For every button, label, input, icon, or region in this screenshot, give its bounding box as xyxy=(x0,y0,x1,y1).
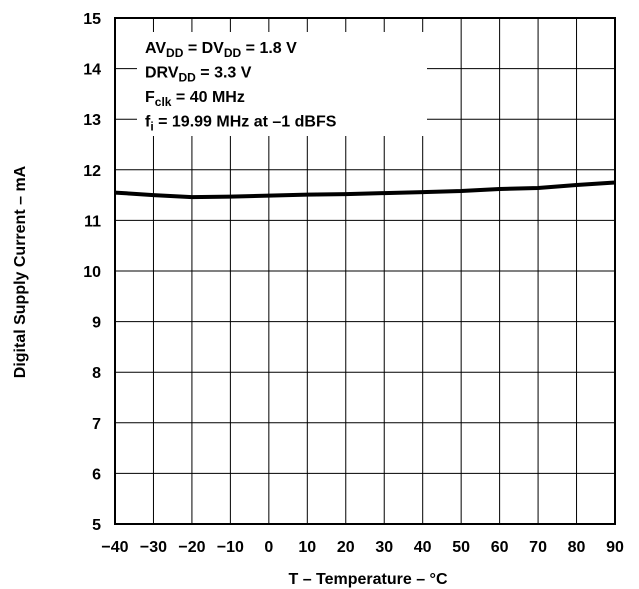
supply-current-line xyxy=(114,180,616,200)
annotation-line: fi = 19.99 MHz at –1 dBFS xyxy=(145,114,337,134)
plot-frame xyxy=(114,17,616,525)
y-tick-label: 5 xyxy=(92,517,101,534)
annotation-line: DRVDD = 3.3 V xyxy=(145,65,252,85)
x-tick-label: 40 xyxy=(414,539,432,556)
y-tick-label: 6 xyxy=(92,466,101,483)
y-tick-labels: 5 6 7 8 9 10 11 12 13 14 15 xyxy=(83,11,101,534)
x-tick-label: 60 xyxy=(491,539,509,556)
x-tick-label: 80 xyxy=(568,539,586,556)
x-tick-label: 30 xyxy=(375,539,393,556)
series-layer xyxy=(114,180,616,200)
x-tick-label: 90 xyxy=(606,539,624,556)
y-tick-label: 7 xyxy=(92,416,101,433)
x-tick-label: −10 xyxy=(217,539,244,556)
x-tick-labels: −40 −30 −20 −10 0 10 20 30 40 50 60 70 80 90 xyxy=(101,539,624,556)
y-tick-label: 14 xyxy=(83,62,101,79)
x-tick-label: −30 xyxy=(140,539,167,556)
y-tick-label: 10 xyxy=(83,264,101,281)
y-tick-label: 13 xyxy=(83,112,101,129)
x-tick-label: 20 xyxy=(337,539,355,556)
annotation-line: AVDD = DVDD = 1.8 V xyxy=(145,40,297,60)
annotation-background xyxy=(137,32,427,136)
x-tick-label: 10 xyxy=(298,539,316,556)
y-tick-label: 9 xyxy=(92,315,101,332)
x-tick-label: 50 xyxy=(452,539,470,556)
y-tick-label: 15 xyxy=(83,11,101,28)
y-tick-label: 12 xyxy=(83,163,101,180)
x-tick-label: 0 xyxy=(264,539,273,556)
y-tick-label: 8 xyxy=(92,365,101,382)
annotation-line: Fclk = 40 MHz xyxy=(145,89,245,109)
y-axis-label: Digital Supply Current – mA xyxy=(12,165,29,378)
y-tick-label: 11 xyxy=(84,213,101,230)
x-tick-label: −40 xyxy=(101,539,128,556)
x-tick-label: −20 xyxy=(178,539,205,556)
annotation-block: AVDD = DVDD = 1.8 V DRVDD = 3.3 V Fclk = 4… xyxy=(145,40,337,134)
x-axis-label: T – Temperature – °C xyxy=(288,571,447,588)
x-tick-label: 70 xyxy=(529,539,547,556)
